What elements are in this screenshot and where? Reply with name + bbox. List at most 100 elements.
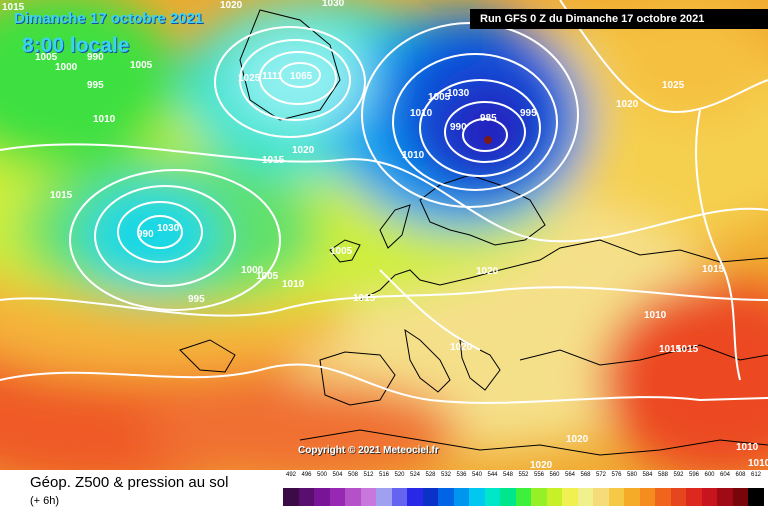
scale-swatch: [314, 488, 330, 506]
scale-swatch: [717, 488, 733, 506]
scale-label: 588: [657, 472, 668, 478]
scale-swatch: [345, 488, 361, 506]
scale-label: 520: [394, 472, 405, 478]
isobar-label: 1005: [256, 271, 279, 282]
scale-label: 592: [673, 472, 684, 478]
isobar-labels: 1015 1020 1030 1005 990 1000 1005 995 10…: [2, 0, 768, 470]
scale-swatch: [360, 488, 377, 506]
isobar-label: 1015: [2, 2, 25, 13]
map-canvas: 1015 1020 1030 1005 990 1000 1005 995 10…: [0, 0, 768, 470]
scale-swatch: [329, 488, 346, 506]
isobar-label: 1065: [290, 71, 313, 82]
isobar-label: 1010: [402, 150, 425, 161]
scale-swatch: [608, 488, 625, 506]
isobar-label: 1010: [410, 108, 433, 119]
legend-footer: Géop. Z500 & pression au sol (+ 6h) 492 4…: [0, 470, 768, 512]
scale-label: 572: [595, 472, 606, 478]
scale-swatch: [670, 488, 687, 506]
isobar-label: 1030: [322, 0, 345, 9]
scale-swatch: [453, 488, 470, 506]
isobar-label: 990: [450, 122, 467, 133]
scale-swatch: [376, 488, 392, 506]
scale-label: 612: [750, 472, 761, 478]
run-info-box: Run GFS 0 Z du Dimanche 17 octobre 2021: [470, 9, 768, 29]
scale-label: 552: [518, 472, 529, 478]
isobar-label: 1015: [702, 264, 725, 275]
isobar-label: 995: [188, 294, 205, 305]
isobar-label: 1000: [241, 265, 264, 276]
scale-swatch: [283, 488, 299, 506]
isobar-label: 1010: [644, 310, 667, 321]
scale-label: 604: [719, 472, 730, 478]
scale-label: 512: [363, 472, 374, 478]
scale-label: 608: [735, 472, 746, 478]
scale-label: 584: [642, 472, 653, 478]
isobar-label: 1020: [476, 266, 499, 277]
isobar-label: 1005: [130, 60, 153, 71]
scale-label: 560: [549, 472, 560, 478]
isobar-label: 1000: [55, 62, 78, 73]
scale-label: 516: [378, 472, 389, 478]
isobar-label: 1020: [450, 342, 473, 353]
geopotential-field: [0, 0, 768, 470]
scale-label: 568: [580, 472, 591, 478]
scale-swatch: [562, 488, 578, 506]
isobar-label: 1015: [353, 293, 376, 304]
isobar-label: 1015: [659, 344, 682, 355]
scale-swatch: [701, 488, 718, 506]
scale-label: 492: [285, 472, 296, 478]
isobar-label: 990: [137, 229, 154, 240]
scale-swatch: [748, 488, 764, 506]
isobar-label: 1020: [616, 99, 639, 110]
scale-label: 508: [347, 472, 358, 478]
scale-label: 500: [316, 472, 327, 478]
scale-swatch: [515, 488, 532, 506]
scale-label: 556: [533, 472, 544, 478]
map-date-title: Dimanche 17 octobre 2021: [14, 10, 204, 27]
isobar-label: 1015: [50, 190, 73, 201]
scale-swatch: [655, 488, 671, 506]
copyright-notice: Copyright © 2021 Meteociel.fr: [298, 445, 439, 456]
scale-swatch: [639, 488, 656, 506]
scale-label: 524: [409, 472, 420, 478]
isobar-label: 1005: [428, 92, 451, 103]
isobar-label: 1010: [736, 442, 759, 453]
isobar-label: 995: [87, 80, 104, 91]
isobar-label: 1005: [330, 246, 353, 257]
legend-subtitle: (+ 6h): [30, 495, 60, 507]
isobar-label: 1010: [748, 458, 768, 469]
scale-swatch: [298, 488, 315, 506]
scale-swatch: [577, 488, 594, 506]
scale-label: 600: [704, 472, 715, 478]
map-hour-title: 8:00 locale: [22, 34, 130, 57]
isobar-label: 1020: [292, 145, 315, 156]
scale-label: 540: [471, 472, 482, 478]
isobar-label: 1015: [262, 155, 285, 166]
isobar-label: 1025: [238, 73, 261, 84]
isobar-label: 985: [480, 113, 497, 124]
isobar-label: 1010: [282, 279, 305, 290]
isobars: [0, 0, 768, 404]
legend-title: Géop. Z500 & pression au sol: [30, 474, 229, 491]
isobar-label: 1025: [662, 80, 685, 91]
scale-swatch: [546, 488, 563, 506]
isobar-label: 1005: [35, 52, 58, 63]
scale-label: 580: [626, 472, 637, 478]
isobar-label: 1111: [262, 71, 283, 82]
scale-swatch: [732, 488, 749, 506]
scale-swatch: [593, 488, 609, 506]
scale-label: 532: [440, 472, 451, 478]
scale-label: 576: [611, 472, 622, 478]
isobar-label: 1020: [220, 0, 243, 11]
isobar-label: 1030: [157, 223, 180, 234]
isobar-label: 1020: [530, 460, 553, 470]
low-center-marker: [484, 136, 492, 144]
scale-label: 536: [456, 472, 467, 478]
scale-swatch: [484, 488, 501, 506]
scale-label: 504: [332, 472, 343, 478]
scale-swatch: [469, 488, 485, 506]
isobar-label: 990: [87, 52, 104, 63]
coastlines: [179, 9, 768, 456]
isobar-label: 1010: [93, 114, 116, 125]
scale-label: 596: [688, 472, 699, 478]
